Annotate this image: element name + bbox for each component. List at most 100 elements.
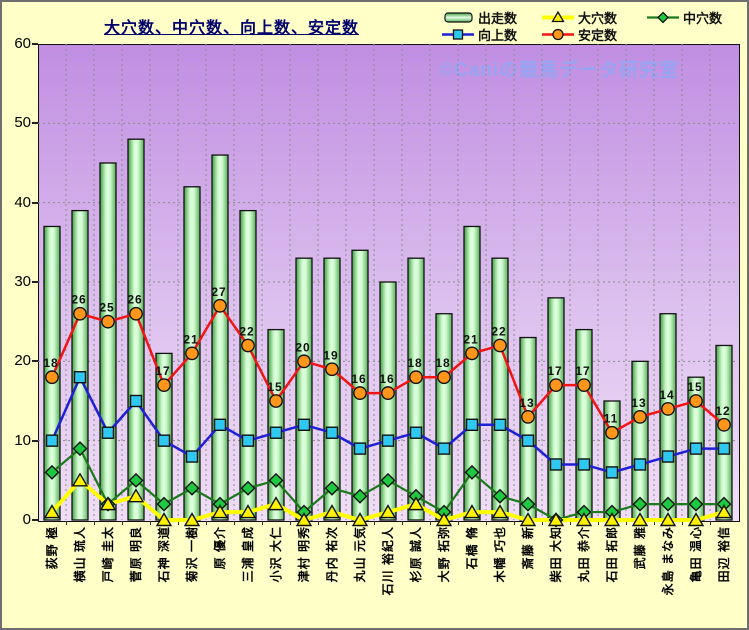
marker-big-upsets (575, 512, 593, 527)
marker-improvement (269, 426, 283, 439)
marker-improvement (213, 418, 227, 431)
data-label-stability: 21 (463, 332, 478, 346)
marker-improvement (73, 371, 87, 384)
marker-big-upsets (631, 512, 649, 527)
legend-label: 安定数 (578, 27, 618, 43)
x-category-label: 丹内 祐次 (325, 526, 339, 583)
x-tick-mark (569, 521, 571, 525)
marker-stability (717, 417, 731, 432)
marker-stability (213, 298, 227, 313)
bar-starts (659, 313, 677, 521)
legend-swatch-triangle (542, 10, 574, 22)
y-tick-mark (32, 281, 38, 283)
x-category-label: 荻野 極 (45, 526, 59, 570)
marker-mid-upsets (268, 472, 284, 488)
x-category-label: 丸山 元気 (353, 526, 367, 583)
marker-big-upsets (351, 512, 369, 527)
marker-stability (45, 370, 59, 385)
data-label-stability: 19 (323, 348, 338, 362)
x-category-label: 津村 明秀 (297, 526, 311, 583)
bar-starts (407, 257, 425, 521)
x-tick-mark (65, 521, 67, 525)
x-tick-mark (709, 521, 711, 525)
marker-big-upsets (323, 504, 341, 519)
legend-item-improvement: 向上数 (442, 25, 517, 43)
x-category-label: 大野 拓弥 (437, 526, 451, 583)
y-tick-label: 0 (22, 511, 31, 528)
legend-swatch-square (442, 28, 474, 40)
bar-starts (575, 328, 593, 521)
marker-stability (577, 378, 591, 393)
y-tick-mark (32, 360, 38, 363)
x-category-label: 横山 琉人 (73, 526, 87, 583)
marker-mid-upsets (688, 496, 704, 512)
bar-starts (99, 162, 117, 521)
marker-stability (605, 425, 619, 440)
x-category-label: 永島 まなみ (661, 526, 675, 596)
marker-mid-upsets (324, 480, 340, 496)
x-tick-mark (653, 521, 655, 525)
x-category-label: 戸崎 圭太 (101, 526, 115, 583)
marker-improvement (633, 458, 647, 471)
marker-stability (437, 370, 451, 385)
bar-starts (211, 154, 229, 521)
marker-mid-upsets (464, 464, 480, 480)
marker-stability (493, 338, 507, 353)
data-label-stability: 22 (239, 324, 254, 338)
marker-improvement (101, 426, 115, 439)
y-tick-label: 50 (14, 114, 31, 132)
marker-improvement (381, 434, 395, 447)
x-tick-mark (625, 521, 627, 525)
marker-improvement (353, 442, 367, 455)
marker-big-upsets (155, 512, 173, 527)
legend-label: 中穴数 (683, 10, 723, 26)
marker-stability (661, 402, 675, 416)
bar-starts (463, 225, 481, 521)
x-tick-mark (149, 521, 151, 525)
x-tick-mark (289, 521, 291, 525)
marker-improvement (157, 434, 171, 447)
marker-big-upsets (99, 496, 117, 511)
x-tick-mark (681, 521, 683, 525)
legend-item-starts: 出走数 (442, 8, 517, 26)
marker-improvement (241, 434, 255, 447)
bar-starts (323, 257, 341, 521)
data-label-stability: 21 (183, 332, 198, 346)
legend-item-stability: 安定数 (542, 25, 617, 43)
marker-mid-upsets (44, 464, 60, 480)
x-tick-mark (541, 521, 543, 525)
marker-big-upsets (463, 504, 481, 519)
marker-mid-upsets (632, 496, 648, 512)
marker-big-upsets (603, 512, 621, 527)
marker-big-upsets (659, 512, 677, 527)
data-label-stability: 18 (435, 356, 450, 370)
bar-starts (127, 138, 145, 521)
bar-starts (435, 313, 453, 521)
data-label-stability: 16 (351, 372, 366, 386)
x-tick-mark (317, 521, 319, 525)
marker-stability (269, 394, 283, 408)
marker-big-upsets (715, 504, 733, 519)
data-label-stability: 22 (491, 324, 506, 338)
marker-big-upsets (183, 512, 201, 527)
marker-improvement (437, 442, 451, 455)
marker-big-upsets (491, 504, 509, 519)
x-tick-mark (261, 521, 263, 525)
marker-big-upsets (239, 504, 257, 519)
bar-starts (71, 209, 89, 521)
bar-starts (519, 336, 537, 521)
data-label-stability: 26 (71, 293, 86, 307)
marker-mid-upsets (184, 480, 200, 496)
marker-improvement (605, 466, 619, 479)
bar-starts (715, 344, 733, 521)
x-category-label: 杉原 誠人 (409, 526, 423, 583)
data-label-stability: 17 (575, 364, 590, 378)
x-tick-mark (373, 521, 375, 525)
legend-item-mid-upsets: 中穴数 (647, 8, 722, 26)
x-category-label: 木幡 巧也 (493, 526, 507, 583)
marker-improvement (717, 442, 731, 455)
y-tick-label: 30 (14, 273, 31, 290)
data-label-stability: 17 (155, 364, 170, 378)
marker-big-upsets (127, 488, 145, 503)
